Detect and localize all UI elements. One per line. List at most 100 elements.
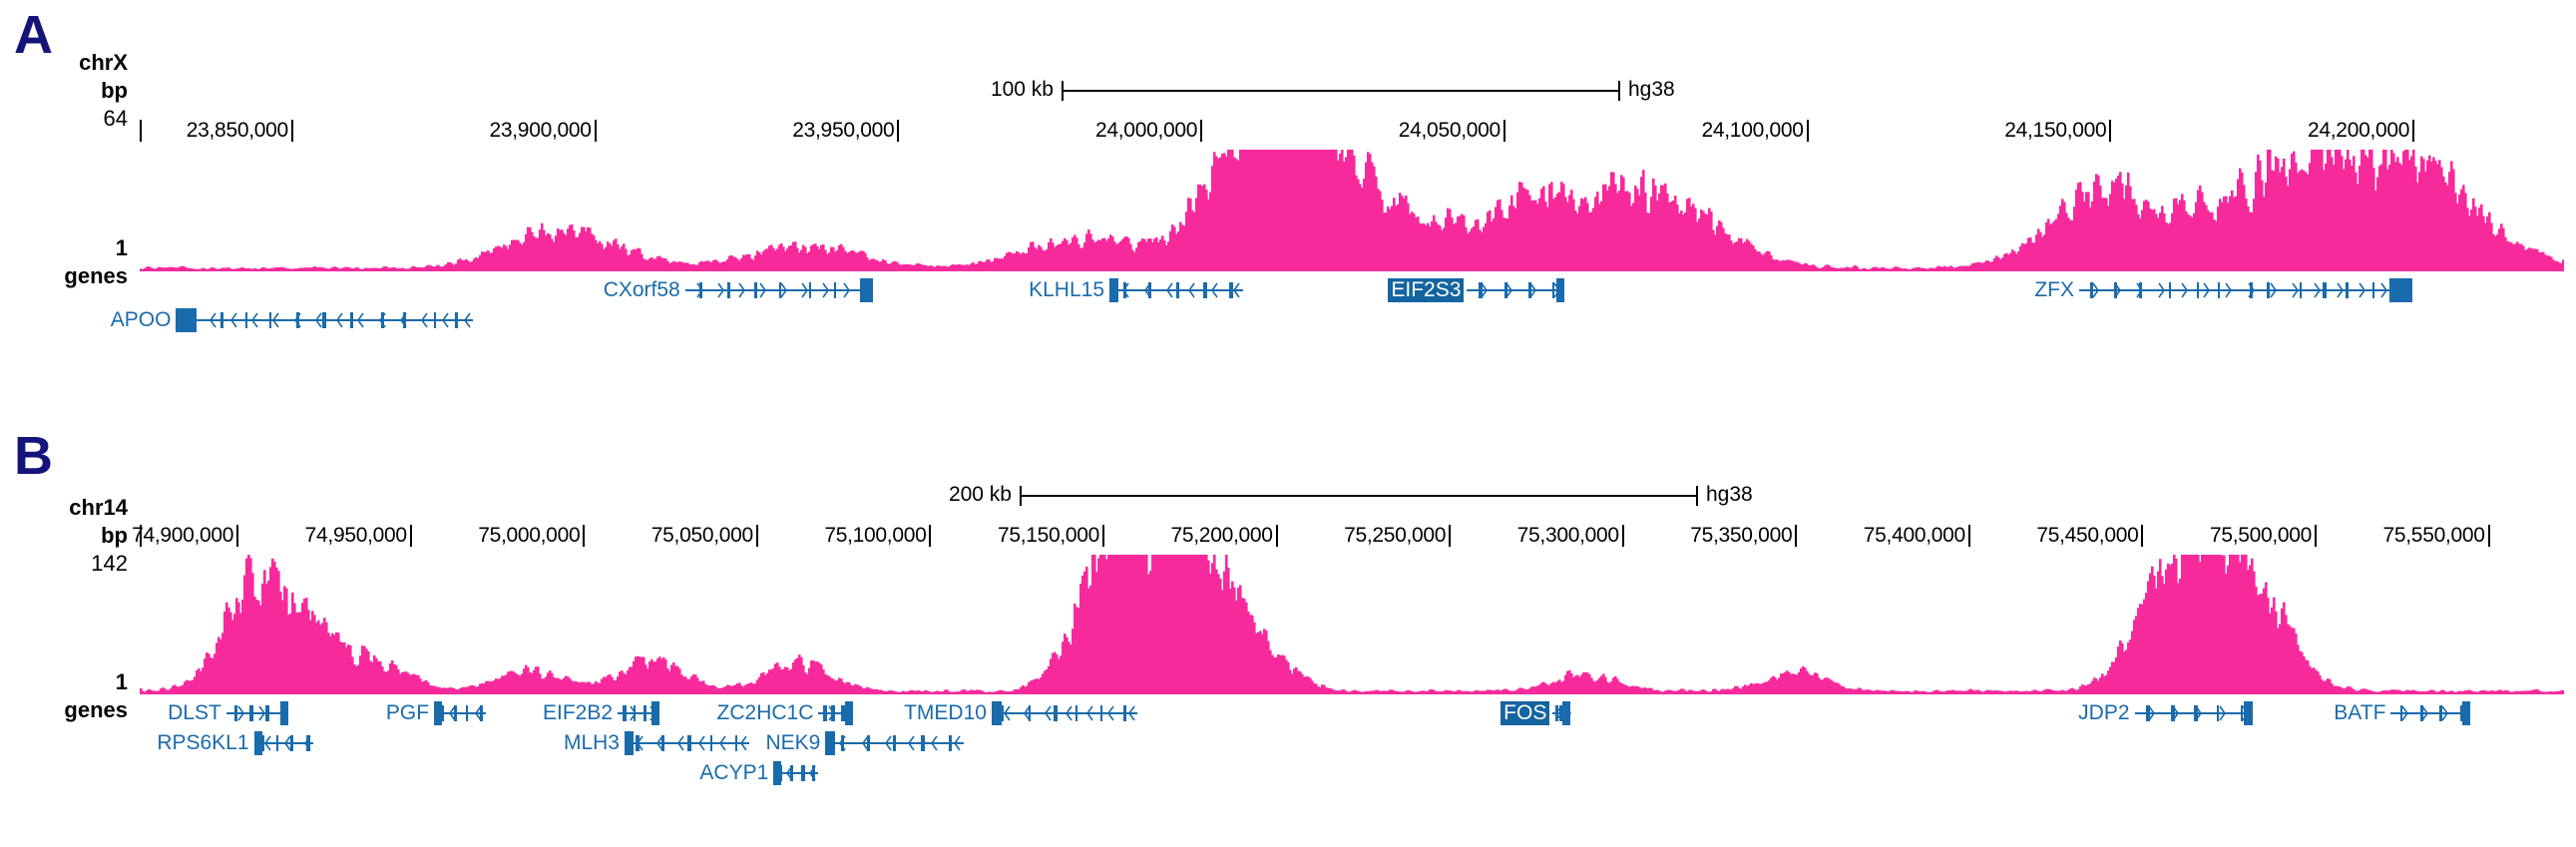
gene-exon bbox=[2400, 705, 2403, 721]
gene-strand-arrow bbox=[636, 734, 644, 752]
gene-label[interactable]: PGF bbox=[385, 701, 430, 724]
gene-exon bbox=[1100, 705, 1103, 721]
gene-intron-line bbox=[684, 289, 874, 291]
gene-exon bbox=[453, 705, 457, 721]
panel-b-signal-min-label: 1 bbox=[115, 669, 128, 694]
gene-model[interactable]: CXorf58 bbox=[604, 277, 874, 303]
gene-exon bbox=[466, 705, 469, 721]
gene-exon bbox=[778, 765, 782, 781]
gene-model[interactable]: JDP2 bbox=[2078, 700, 2253, 726]
gene-model[interactable]: PGF bbox=[386, 700, 487, 726]
gene-model[interactable]: DLST bbox=[168, 700, 289, 726]
gene-label[interactable]: DLST bbox=[168, 701, 221, 724]
gene-exon bbox=[623, 705, 627, 721]
gene-strand-arrow bbox=[449, 704, 456, 722]
gene-exon bbox=[812, 765, 816, 781]
gene-strand-arrow bbox=[303, 734, 311, 752]
tick-mark bbox=[1967, 525, 1970, 547]
gene-model[interactable]: MLH3 bbox=[564, 730, 749, 756]
gene-strand-arrow bbox=[2114, 281, 2121, 299]
tick-mark bbox=[1503, 120, 1505, 142]
gene-model[interactable]: NEK9 bbox=[765, 730, 965, 756]
gene-label[interactable]: MLH3 bbox=[563, 731, 620, 754]
gene-exon bbox=[1203, 282, 1207, 298]
gene-strand-arrow bbox=[1106, 704, 1114, 722]
gene-strand-arrow bbox=[1066, 704, 1073, 722]
gene-body bbox=[618, 700, 659, 726]
gene-label[interactable]: EIF2B2 bbox=[543, 701, 614, 724]
gene-strand-arrow bbox=[739, 734, 747, 752]
gene-label[interactable]: CXorf58 bbox=[603, 278, 680, 301]
gene-exon bbox=[735, 735, 738, 751]
gene-strand-arrow bbox=[357, 311, 365, 329]
gene-exon bbox=[219, 312, 223, 328]
gene-model[interactable]: FOS bbox=[1501, 700, 1572, 726]
gene-exon bbox=[833, 282, 836, 298]
gene-model[interactable]: APOO bbox=[111, 307, 474, 333]
ruler-tick-label: 24,050,000 bbox=[1398, 119, 1501, 142]
gene-strand-arrow bbox=[1085, 704, 1093, 722]
gene-exon bbox=[191, 312, 195, 328]
gene-exon bbox=[1148, 282, 1152, 298]
gene-model[interactable]: TMED10 bbox=[904, 700, 1137, 726]
gene-label[interactable]: NEK9 bbox=[765, 731, 821, 754]
panel-a-genes-label: genes bbox=[64, 263, 128, 288]
gene-model[interactable]: ZC2HC1C bbox=[717, 700, 854, 726]
gene-body bbox=[253, 730, 313, 756]
gene-utr-block bbox=[825, 731, 836, 755]
gene-strand-arrow bbox=[629, 704, 637, 722]
gene-model[interactable]: ACYP1 bbox=[699, 760, 819, 786]
ruler-tick-label: 75,500,000 bbox=[2209, 524, 2313, 547]
gene-label[interactable]: JDP2 bbox=[2078, 701, 2130, 724]
gene-strand-arrow bbox=[2172, 704, 2179, 722]
tick-mark bbox=[1102, 525, 1105, 547]
gene-model[interactable]: RPS6KL1 bbox=[157, 730, 313, 756]
gene-exon bbox=[260, 735, 264, 751]
gene-strand-arrow bbox=[838, 734, 846, 752]
gene-body bbox=[773, 760, 819, 786]
gene-model[interactable]: EIF2S3 bbox=[1388, 277, 1564, 303]
gene-label[interactable]: FOS bbox=[1501, 701, 1550, 725]
gene-exon bbox=[2250, 282, 2254, 298]
panel-a-signal-track bbox=[140, 150, 2564, 271]
ruler-tick-label: 24,100,000 bbox=[1701, 119, 1804, 142]
gene-label[interactable]: KLHL15 bbox=[1029, 278, 1104, 301]
gene-model[interactable]: BATF bbox=[2334, 700, 2471, 726]
gene-exon bbox=[2170, 705, 2175, 721]
gene-label[interactable]: APOO bbox=[110, 308, 172, 331]
gene-label[interactable]: RPS6KL1 bbox=[157, 731, 249, 754]
gene-label[interactable]: TMED10 bbox=[904, 701, 987, 724]
gene-exon bbox=[381, 312, 385, 328]
tick-mark bbox=[1200, 120, 1203, 142]
tick-mark bbox=[409, 525, 412, 547]
gene-utr-block bbox=[991, 701, 1003, 725]
gene-model[interactable]: ZFX bbox=[2034, 277, 2413, 303]
gene-strand-arrow bbox=[884, 734, 892, 752]
gene-body bbox=[684, 277, 874, 303]
gene-utr-block bbox=[2462, 701, 2471, 725]
ruler-tick-label: 24,200,000 bbox=[2308, 119, 2410, 142]
gene-model[interactable]: KLHL15 bbox=[1029, 277, 1243, 303]
panel-a-chrom-label: chrX bbox=[79, 50, 128, 75]
gene-label[interactable]: ZC2HC1C bbox=[716, 701, 814, 724]
panel-a-gene-track: CXorf58 KLHL15 EIF2S3 ZFX APOO bbox=[111, 277, 2564, 347]
gene-model[interactable]: EIF2B2 bbox=[543, 700, 659, 726]
gene-exon bbox=[2241, 705, 2244, 721]
gene-strand-arrow bbox=[827, 704, 835, 722]
gene-strand-arrow bbox=[864, 281, 871, 299]
gene-strand-arrow bbox=[2359, 281, 2365, 299]
gene-exon bbox=[280, 705, 284, 721]
gene-exon bbox=[2196, 282, 2199, 298]
gene-exon bbox=[433, 312, 436, 328]
gene-exon bbox=[1053, 705, 1058, 721]
gene-exon bbox=[840, 735, 844, 751]
gene-label[interactable]: ZFX bbox=[2034, 278, 2074, 301]
gene-strand-arrow bbox=[656, 734, 664, 752]
gene-utr-block bbox=[625, 731, 634, 755]
gene-label[interactable]: BATF bbox=[2334, 701, 2386, 724]
gene-label[interactable]: ACYP1 bbox=[699, 761, 769, 784]
gene-label[interactable]: EIF2S3 bbox=[1388, 278, 1465, 302]
gene-strand-arrow bbox=[1529, 281, 1537, 299]
gene-exon bbox=[268, 312, 271, 328]
ruler-tick-label: 24,150,000 bbox=[2004, 119, 2107, 142]
